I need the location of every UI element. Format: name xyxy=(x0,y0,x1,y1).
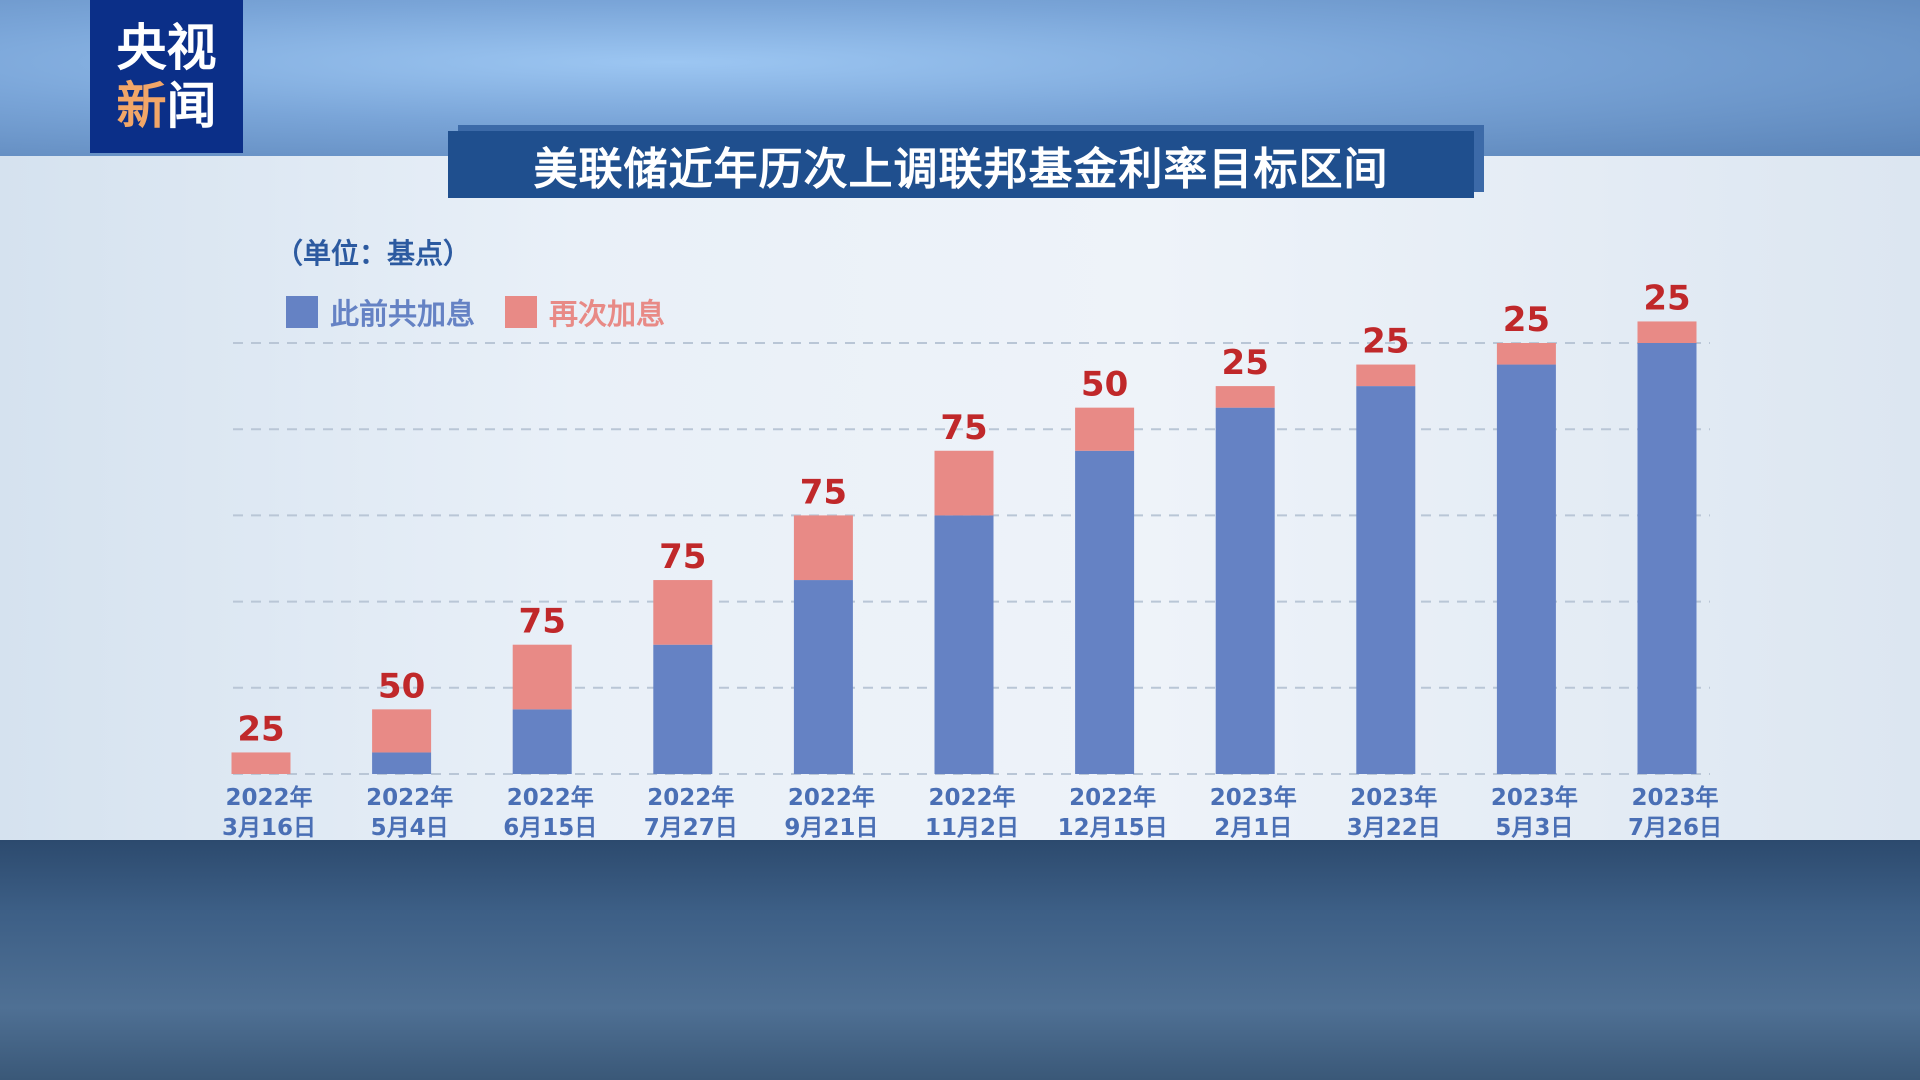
logo-char: 新 xyxy=(116,76,167,135)
x-tick-label: 2023年 xyxy=(1631,784,1718,811)
bar-prior xyxy=(1075,450,1135,774)
x-tick-label: 6月15日 xyxy=(503,815,597,841)
x-tick-label: 2022年 xyxy=(647,784,734,811)
x-tick-label: 2022年 xyxy=(507,784,594,811)
data-label: 75 xyxy=(800,472,847,512)
bar-prior xyxy=(793,580,853,774)
x-tick-label: 7月27日 xyxy=(644,815,738,841)
bar-increment xyxy=(372,709,432,753)
bar-increment xyxy=(1075,407,1135,451)
legend-label: 再次加息 xyxy=(549,297,666,331)
bar-increment xyxy=(1637,321,1697,343)
chart-title: 美联储近年历次上调联邦基金利率目标区间 xyxy=(448,131,1474,198)
x-tick-label: 2022年 xyxy=(366,784,453,811)
x-tick-label: 3月16日 xyxy=(222,815,316,841)
x-tick-label: 2023年 xyxy=(1350,784,1437,811)
bar-prior xyxy=(1637,343,1697,774)
logo-line2: 新闻 xyxy=(117,77,217,135)
data-label: 25 xyxy=(1503,300,1550,340)
floor-background xyxy=(0,840,1920,1080)
bar-increment xyxy=(1356,364,1416,387)
bar-prior xyxy=(512,709,572,774)
legend-label: 此前共加息 xyxy=(330,297,476,331)
legend-swatch-increment xyxy=(505,296,538,328)
x-tick-label: 5月3日 xyxy=(1495,815,1573,841)
bar-prior xyxy=(934,515,994,774)
bar-increment xyxy=(231,752,291,774)
x-tick-label: 2022年 xyxy=(788,784,875,811)
x-tick-label: 2023年 xyxy=(1210,784,1297,811)
unit-label: （单位：基点） xyxy=(275,237,472,270)
data-label: 75 xyxy=(659,537,706,577)
data-label: 75 xyxy=(940,408,987,448)
data-label: 50 xyxy=(1081,365,1128,405)
sky-background xyxy=(0,0,1920,156)
cctv-news-logo: 央视 新闻 xyxy=(90,0,243,153)
data-label: 75 xyxy=(519,602,566,642)
legend-item-prior: 此前共加息 xyxy=(286,291,475,333)
x-tick-label: 12月15日 xyxy=(1058,815,1168,841)
logo-line1: 央视 xyxy=(116,18,217,77)
x-tick-label: 2022年 xyxy=(225,784,312,811)
bar-prior xyxy=(1356,386,1416,774)
data-label: 25 xyxy=(1222,343,1269,383)
bar-prior xyxy=(653,644,713,774)
x-tick-label: 2022年 xyxy=(1069,784,1156,811)
legend: 此前共加息 再次加息 xyxy=(286,291,695,333)
x-tick-label: 2月1日 xyxy=(1214,815,1292,841)
data-label: 50 xyxy=(378,666,425,706)
x-tick-label: 2022年 xyxy=(928,784,1015,811)
data-label: 25 xyxy=(1643,278,1690,318)
x-tick-label: 9月21日 xyxy=(784,815,878,841)
bar-increment xyxy=(934,450,994,516)
x-tick-label: 7月26日 xyxy=(1628,815,1722,841)
bar-prior xyxy=(1496,364,1556,774)
logo-char: 闻 xyxy=(166,76,217,135)
bar-prior xyxy=(372,752,432,774)
x-tick-label: 11月2日 xyxy=(925,815,1019,841)
x-tick-label: 5月4日 xyxy=(371,815,449,841)
x-tick-label: 2023年 xyxy=(1491,784,1578,811)
bar-increment xyxy=(793,515,853,581)
bar-increment xyxy=(1496,343,1556,365)
legend-swatch-prior xyxy=(286,296,318,328)
data-label: 25 xyxy=(237,709,284,749)
bar-prior xyxy=(1215,407,1275,774)
bar-increment xyxy=(653,580,713,645)
bar-increment xyxy=(1215,386,1275,408)
x-tick-label: 3月22日 xyxy=(1347,815,1441,841)
bar-increment xyxy=(512,644,572,710)
data-label: 25 xyxy=(1362,322,1409,362)
legend-item-increment: 再次加息 xyxy=(505,291,665,333)
